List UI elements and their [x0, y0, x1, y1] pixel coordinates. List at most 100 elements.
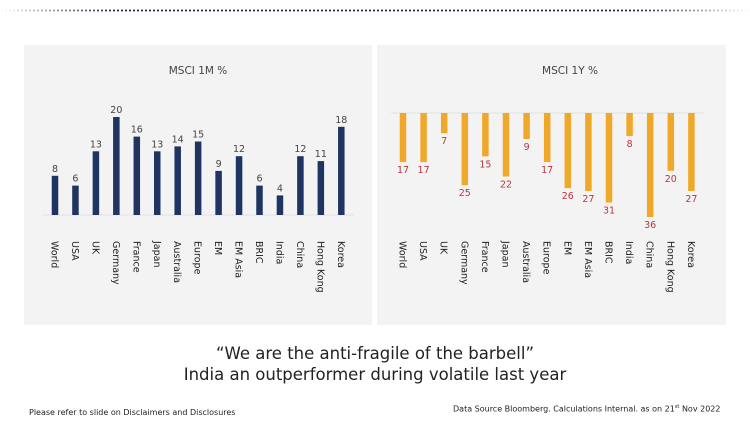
bars-group: 17 World 17 USA 7 UK 25 Germany 15 France 22 Japan 9… [391, 112, 704, 293]
bar-france [133, 136, 141, 215]
category-label-europe: Europe [192, 241, 203, 275]
category-label-india: India [623, 241, 634, 264]
headline-quote: “We are the anti-fragile of the barbell” [215, 344, 535, 363]
value-label-china: 36 [644, 220, 656, 231]
category-label-em: EM [561, 241, 572, 255]
category-label-em-asia: EM Asia [233, 241, 244, 278]
bar-india [276, 195, 284, 215]
bar-bric [605, 113, 613, 203]
category-label-hong-kong: Hong Kong [314, 241, 325, 293]
category-label-germany: Germany [110, 241, 121, 285]
bar-china [646, 113, 654, 217]
bars-group: 8 World 6 USA 13 UK 20 Germany 16 France 13 Japan 14… [43, 105, 354, 293]
category-label-china: China [294, 241, 305, 268]
value-label-world: 17 [397, 165, 409, 176]
category-label-china: China [644, 241, 655, 268]
bar-em [215, 170, 222, 215]
bar-japan [502, 113, 510, 177]
category-label-japan: Japan [500, 240, 511, 268]
bar-australia [174, 146, 181, 215]
bar-germany [461, 113, 469, 186]
value-label-korea: 18 [335, 115, 347, 126]
category-label-japan: Japan [151, 240, 162, 268]
category-label-hong-kong: Hong Kong [664, 241, 675, 293]
value-label-china: 12 [294, 144, 306, 155]
bar-japan [154, 151, 161, 215]
value-label-usa: 6 [72, 174, 78, 185]
bar-uk [92, 151, 100, 215]
value-label-hong-kong: 11 [315, 149, 327, 160]
category-label-korea: Korea [335, 241, 346, 268]
bar-world [51, 175, 59, 215]
bar-hong-kong [317, 161, 325, 215]
bar-europe [543, 113, 551, 163]
category-label-australia: Australia [520, 241, 531, 283]
bar-usa [72, 185, 79, 215]
value-label-world: 8 [52, 164, 58, 175]
category-label-uk: UK [438, 241, 449, 255]
value-label-japan: 22 [500, 180, 512, 191]
value-label-korea: 27 [685, 194, 697, 205]
data-source-note: Data Source Bloomberg. Calculations Inte… [453, 404, 720, 414]
chart-panel-msci-1y: MSCI 1Y % 17 World 17 USA 7 UK 25 Germany 15 Fran… [377, 45, 726, 325]
disclaimer-note: Please refer to slide on Disclaimers and… [29, 408, 236, 417]
date-ordinal: st [674, 404, 680, 410]
category-label-uk: UK [89, 241, 100, 255]
value-label-uk: 13 [90, 139, 102, 150]
category-label-bric: BRIC [603, 241, 614, 264]
category-label-europe: Europe [541, 241, 552, 275]
source-text: Data Source Bloomberg. Calculations Inte… [453, 404, 675, 414]
category-label-france: France [479, 241, 490, 273]
value-label-france: 16 [131, 125, 143, 136]
value-label-bric: 6 [256, 174, 262, 185]
value-label-em: 9 [216, 159, 222, 170]
category-label-world: World [49, 241, 60, 268]
value-label-india: 4 [277, 183, 283, 194]
source-date: Nov 2022 [679, 404, 721, 414]
value-label-germany: 25 [459, 188, 471, 199]
bar-hong-kong [667, 113, 675, 171]
bar-india [626, 113, 633, 137]
decorative-dotted-rule [0, 9, 750, 12]
value-label-hong-kong: 20 [665, 174, 677, 185]
chart-panel-msci-1m: MSCI 1M % 8 World 6 USA 13 UK 20 Germany 16 Franc… [24, 45, 372, 325]
bar-germany [113, 117, 120, 215]
category-label-em-asia: EM Asia [582, 241, 593, 278]
bar-em [564, 113, 572, 189]
category-label-australia: Australia [171, 241, 182, 283]
value-label-bric: 31 [603, 206, 615, 217]
value-label-india: 8 [627, 139, 633, 150]
value-label-australia: 14 [172, 134, 184, 145]
bar-australia [523, 113, 530, 139]
bar-uk [440, 113, 448, 134]
value-label-france: 15 [479, 159, 491, 170]
category-label-germany: Germany [458, 241, 469, 285]
chart-title: MSCI 1M % [169, 65, 228, 77]
bar-bric [256, 185, 263, 215]
value-label-em: 26 [562, 191, 574, 202]
category-label-india: India [273, 241, 284, 264]
value-label-uk: 7 [441, 136, 447, 147]
bar-usa [420, 113, 427, 163]
bar-france [482, 113, 489, 157]
category-label-korea: Korea [685, 241, 696, 268]
chart-title: MSCI 1Y % [542, 65, 598, 77]
value-label-em-asia: 12 [233, 144, 245, 155]
value-label-germany: 20 [110, 105, 122, 116]
bar-korea [338, 126, 345, 215]
bar-world [399, 113, 407, 163]
bar-europe [194, 141, 202, 215]
value-label-australia: 9 [524, 142, 530, 153]
category-label-usa: USA [69, 241, 80, 261]
bar-china [297, 156, 304, 215]
value-label-japan: 13 [151, 139, 163, 150]
category-label-bric: BRIC [253, 241, 264, 264]
category-label-france: France [130, 241, 141, 273]
value-label-usa: 17 [418, 165, 430, 176]
value-label-europe: 15 [192, 130, 204, 141]
bar-em-asia [235, 156, 243, 215]
headline-subtitle: India an outperformer during volatile la… [183, 365, 567, 384]
category-label-world: World [397, 241, 408, 268]
category-label-usa: USA [417, 241, 428, 261]
value-label-em-asia: 27 [582, 194, 594, 205]
